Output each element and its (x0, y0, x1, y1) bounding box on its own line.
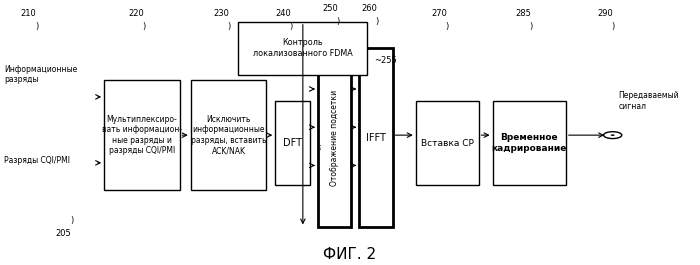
Text: ): ) (376, 17, 379, 26)
Text: 270: 270 (431, 9, 447, 18)
Text: 290: 290 (597, 9, 613, 18)
Text: 285: 285 (515, 9, 531, 18)
Text: ): ) (228, 22, 231, 31)
Text: ): ) (70, 216, 74, 225)
Text: Вставка СР: Вставка СР (421, 139, 473, 148)
Bar (416, 101, 479, 185)
Text: Временное
кадрирование: Временное кадрирование (491, 133, 567, 153)
Text: ): ) (445, 22, 449, 31)
Text: IFFT: IFFT (366, 133, 386, 143)
Text: 205: 205 (56, 229, 71, 238)
Text: 210: 210 (21, 9, 36, 18)
Bar (238, 22, 368, 74)
Text: 220: 220 (128, 9, 144, 18)
Text: ): ) (611, 22, 615, 31)
Text: 260: 260 (362, 3, 377, 12)
Text: ФИГ. 2: ФИГ. 2 (323, 247, 377, 262)
Circle shape (610, 134, 615, 136)
Bar (190, 80, 266, 191)
Bar (275, 101, 310, 185)
Text: Отображение подсетки: Отображение подсетки (330, 90, 339, 186)
Text: 230: 230 (214, 9, 230, 18)
Text: Мультиплексиро-
вать информацион-
ные разряды и
разряды CQI/PMI: Мультиплексиро- вать информацион- ные ра… (102, 115, 182, 155)
Text: 240: 240 (276, 9, 291, 18)
Text: ~255: ~255 (374, 56, 397, 65)
Text: 250: 250 (323, 3, 338, 12)
Bar (359, 48, 393, 227)
Text: DFT: DFT (284, 138, 302, 148)
Bar (318, 48, 351, 227)
Text: Разряды CQI/PMI: Разряды CQI/PMI (4, 156, 70, 165)
Text: ...: ... (314, 142, 323, 150)
Bar (493, 101, 566, 185)
Text: Исключить
информационные
разряды, вставить
ACK/NAK: Исключить информационные разряды, встави… (190, 115, 266, 155)
Text: ): ) (36, 22, 38, 31)
Text: ): ) (337, 17, 340, 26)
Text: ): ) (290, 22, 293, 31)
Text: Информационные
разряды: Информационные разряды (4, 65, 78, 84)
Bar (104, 80, 179, 191)
Text: Контроль
локализованного FDMA: Контроль локализованного FDMA (253, 38, 353, 58)
Circle shape (603, 132, 622, 139)
Text: Передаваемый
сигнал: Передаваемый сигнал (618, 91, 679, 111)
Text: ...: ... (353, 142, 362, 150)
Text: ): ) (529, 22, 533, 31)
Text: ): ) (142, 22, 146, 31)
